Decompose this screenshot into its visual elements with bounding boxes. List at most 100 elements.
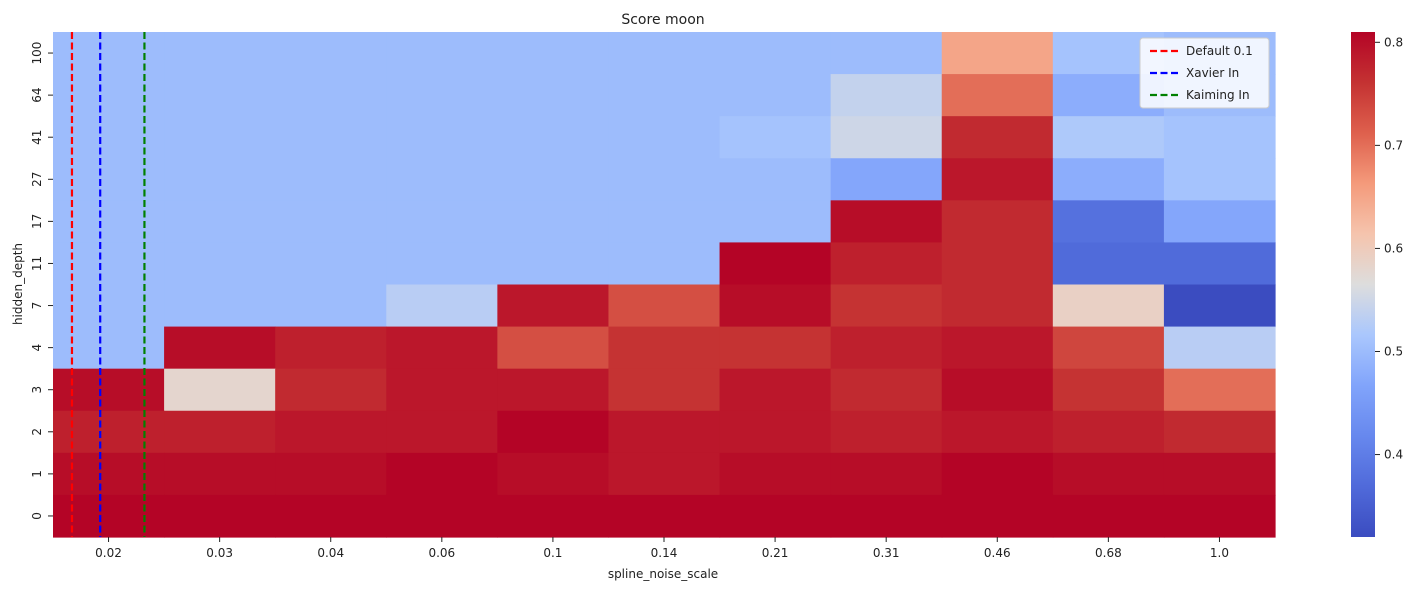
chart-title: Score moon — [621, 12, 704, 28]
heatmap-cell — [830, 200, 943, 244]
heatmap-cell — [53, 410, 165, 454]
x-axis-label: spline_noise_scale — [608, 567, 718, 581]
heatmap-cell — [719, 158, 832, 201]
heatmap-cell — [497, 242, 610, 286]
heatmap-cell — [164, 158, 276, 201]
heatmap-cell — [386, 116, 498, 159]
heatmap-cell — [386, 200, 498, 244]
heatmap-cell — [275, 74, 387, 117]
heatmap-cell — [830, 326, 943, 370]
heatmap-cell — [275, 284, 387, 328]
heatmap-cell — [53, 368, 165, 412]
heatmap-cell — [53, 158, 165, 201]
x-tick-label: 0.46 — [984, 546, 1011, 560]
heatmap-cell — [830, 368, 943, 412]
heatmap-cell — [608, 452, 721, 496]
heatmap-cell — [1052, 158, 1165, 201]
heatmap-cell — [941, 74, 1054, 117]
y-tick-label: 41 — [30, 130, 44, 145]
heatmap-cell — [275, 452, 387, 496]
heatmap-cell — [1163, 116, 1276, 159]
heatmap-cell — [386, 452, 498, 496]
heatmap-cell — [608, 368, 721, 412]
y-tick-label: 11 — [30, 256, 44, 271]
heatmap-cell — [497, 326, 610, 370]
colorbar-tick-label: 0.4 — [1384, 448, 1403, 462]
heatmap-cell — [941, 410, 1054, 454]
heatmap-cell — [275, 158, 387, 201]
y-axis-ticks: 100 64 41 27 17 11 7 4 3 2 1 0 — [30, 42, 53, 520]
heatmap-cell — [164, 452, 276, 496]
heatmap-cell — [941, 494, 1054, 538]
legend-label: Xavier In — [1186, 66, 1239, 80]
heatmap-cell — [275, 410, 387, 454]
heatmap-cell — [608, 410, 721, 454]
heatmap-cell — [1052, 494, 1165, 538]
y-tick-label: 0 — [30, 512, 44, 520]
colorbar-tick-label: 0.8 — [1384, 35, 1403, 49]
heatmap-cell — [941, 326, 1054, 370]
x-tick-label: 0.06 — [428, 546, 455, 560]
heatmap-cell — [1052, 242, 1165, 286]
heatmap-cell — [164, 32, 276, 75]
x-axis-ticks: 0.02 0.03 0.04 0.06 0.1 0.14 0.21 0.31 0.46 0.68 1… — [95, 537, 1229, 560]
heatmap-cell — [941, 116, 1054, 159]
x-tick-label: 0.14 — [651, 546, 678, 560]
y-axis-label: hidden_depth — [11, 243, 25, 325]
heatmap-cell — [719, 452, 832, 496]
heatmap-cell — [719, 242, 832, 286]
heatmap-cell — [830, 74, 943, 117]
heatmap-cell — [497, 284, 610, 328]
x-tick-label: 0.04 — [317, 546, 344, 560]
heatmap-cell — [608, 32, 721, 75]
heatmap-cell — [608, 284, 721, 328]
heatmap-cell — [830, 284, 943, 328]
x-tick-label: 0.21 — [762, 546, 789, 560]
heatmap-cell — [719, 368, 832, 412]
heatmap-cell — [53, 200, 165, 244]
heatmap-cell — [1163, 410, 1276, 454]
heatmap-cell — [275, 326, 387, 370]
heatmap-cell — [830, 494, 943, 538]
heatmap-cell — [1052, 284, 1165, 328]
heatmap-cell — [53, 116, 165, 159]
heatmap-cell — [608, 494, 721, 538]
heatmap-cell — [941, 200, 1054, 244]
heatmap-cell — [497, 494, 610, 538]
heatmap-cell — [608, 242, 721, 286]
heatmap-cell — [164, 368, 276, 412]
heatmap-cell — [53, 284, 165, 328]
legend: Default 0.1 Xavier In Kaiming In — [1139, 37, 1270, 109]
heatmap-cell — [386, 32, 498, 75]
heatmap-cell — [275, 116, 387, 159]
heatmap-cell — [1163, 200, 1276, 244]
heatmap-cell — [386, 284, 498, 328]
legend-box — [1139, 37, 1270, 109]
y-tick-label: 4 — [30, 344, 44, 352]
heatmap-cell — [719, 32, 832, 75]
heatmap-cell — [164, 326, 276, 370]
colorbar-tick-label: 0.7 — [1384, 138, 1403, 152]
heatmap-cell — [1163, 284, 1276, 328]
heatmap-cell — [719, 284, 832, 328]
heatmap-cell — [608, 74, 721, 117]
heatmap-cell — [830, 158, 943, 201]
y-tick-label: 2 — [30, 428, 44, 436]
legend-label: Kaiming In — [1186, 88, 1250, 102]
heatmap-cell — [275, 200, 387, 244]
heatmap-cell — [1163, 494, 1276, 538]
heatmap-cell — [941, 242, 1054, 286]
heatmap-cell — [164, 284, 276, 328]
heatmap-cell — [164, 410, 276, 454]
heatmap-cell — [497, 32, 610, 75]
heatmap-cell — [1052, 410, 1165, 454]
y-tick-label: 64 — [30, 87, 44, 102]
heatmap-cell — [608, 116, 721, 159]
x-tick-label: 0.1 — [543, 546, 562, 560]
heatmap-cell — [53, 452, 165, 496]
heatmap-cell — [497, 200, 610, 244]
heatmap-cell — [164, 116, 276, 159]
heatmap-cell — [1163, 326, 1276, 370]
colorbar-gradient — [1351, 32, 1375, 537]
